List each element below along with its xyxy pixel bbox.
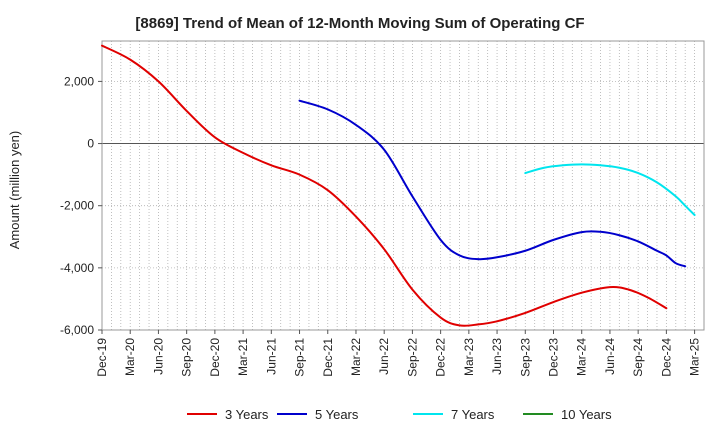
x-tick-label: Mar-24: [575, 338, 589, 376]
x-tick-label: Jun-24: [603, 338, 617, 375]
x-tick-label: Dec-21: [321, 338, 335, 377]
legend-label-7-years: 7 Years: [451, 407, 495, 422]
x-tick-label: Dec-20: [208, 338, 222, 377]
x-tick-label: Mar-20: [123, 338, 137, 376]
legend-label-3-years: 3 Years: [225, 407, 269, 422]
y-axis-label: Amount (million yen): [7, 131, 22, 250]
y-tick-label: -4,000: [60, 261, 94, 275]
legend-label-5-years: 5 Years: [315, 407, 359, 422]
x-tick-label: Jun-22: [377, 338, 391, 375]
x-tick-label: Mar-25: [688, 338, 702, 376]
y-tick-label: 0: [87, 137, 94, 151]
x-tick-label: Sep-23: [518, 338, 532, 377]
x-tick-label: Dec-19: [95, 338, 109, 377]
series-line-5-years: [298, 99, 687, 268]
legend: 3 Years 5 Years 7 Years 10 Years: [187, 407, 612, 422]
plot-area-border: [101, 40, 705, 331]
x-tick-label: Sep-24: [631, 338, 645, 377]
x-tick-label: Sep-20: [180, 338, 194, 377]
series-line-3-years: [101, 44, 668, 327]
x-tick-label: Sep-22: [405, 338, 419, 377]
x-tick-label: Dec-24: [659, 338, 673, 377]
x-axis-ticks: Dec-19 Mar-20 Jun-20 Sep-20 Dec-20 Mar-21 Jun-…: [95, 330, 702, 377]
series-line-7-years: [524, 163, 696, 217]
x-tick-label: Dec-23: [547, 338, 561, 377]
chart-title: [8869] Trend of Mean of 12-Month Moving …: [135, 15, 584, 32]
y-tick-label: 2,000: [64, 74, 94, 88]
y-tick-label: -2,000: [60, 199, 94, 213]
y-axis-ticks: 2,000 0 -2,000 -4,000 -6,000: [60, 74, 102, 337]
grid-lines: [102, 41, 704, 331]
x-tick-label: Jun-20: [151, 338, 165, 375]
x-tick-label: Dec-22: [434, 338, 448, 377]
x-tick-label: Mar-22: [349, 338, 363, 376]
y-tick-label: -6,000: [60, 323, 94, 337]
x-tick-label: Mar-21: [236, 338, 250, 376]
x-tick-label: Sep-21: [293, 338, 307, 377]
series-layer: [101, 44, 696, 327]
x-tick-label: Jun-23: [490, 338, 504, 375]
x-tick-label: Mar-23: [462, 338, 476, 376]
x-tick-label: Jun-21: [264, 338, 278, 375]
legend-label-10-years: 10 Years: [561, 407, 612, 422]
